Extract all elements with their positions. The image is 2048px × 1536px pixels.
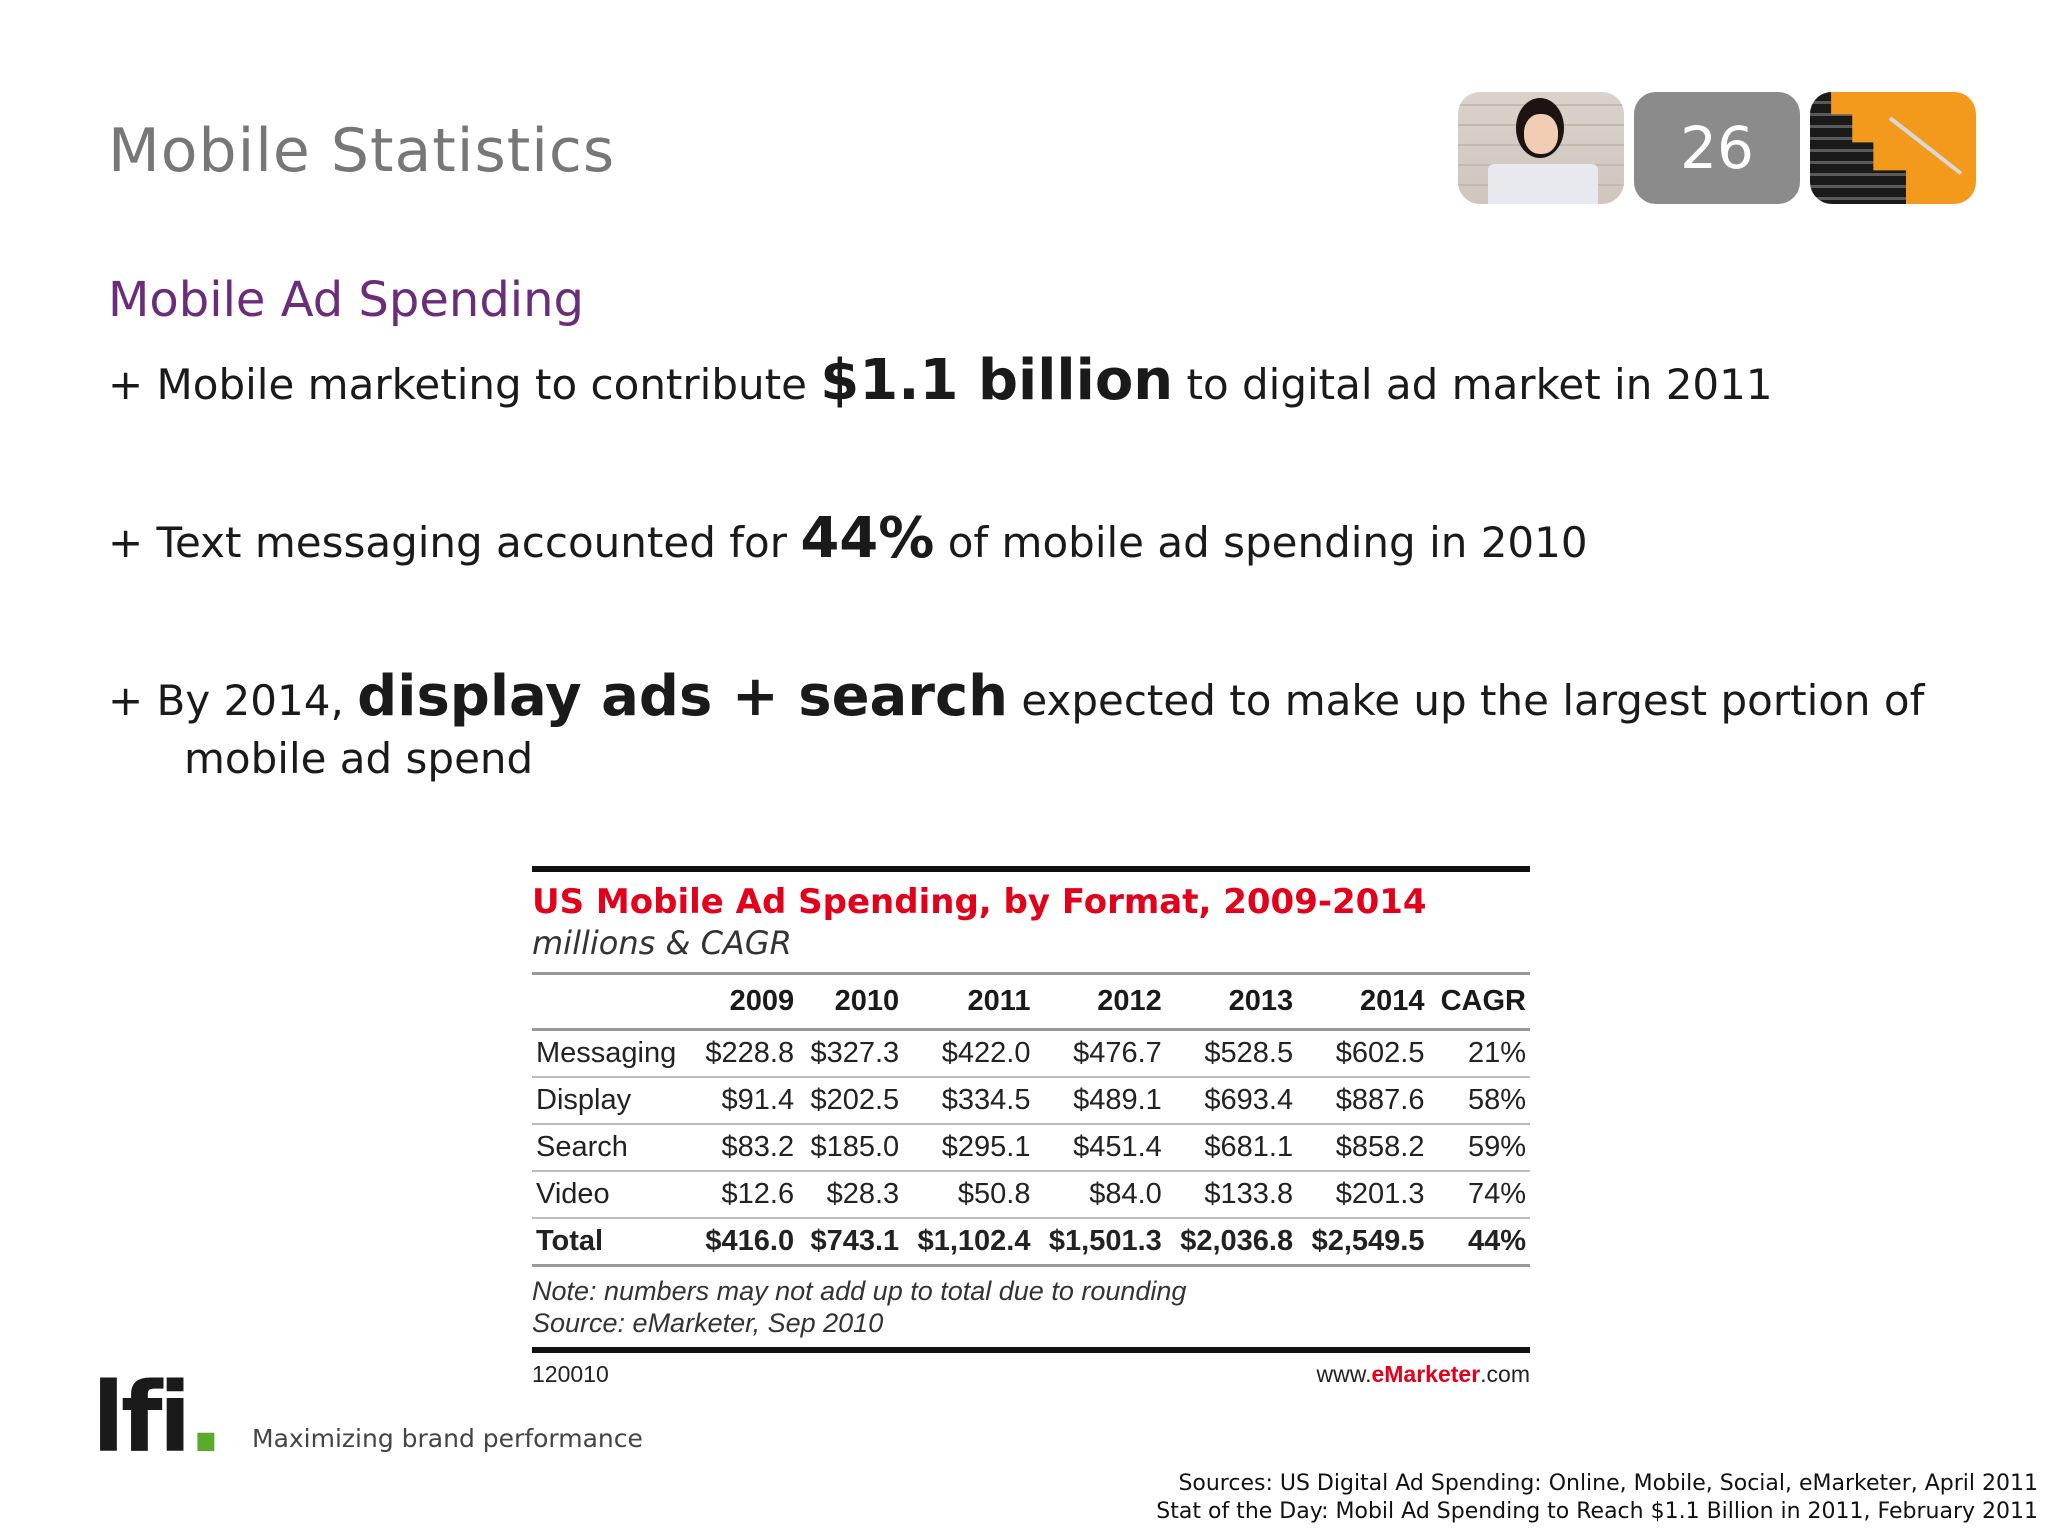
bullet-item: + By 2014, display ads + search expected… bbox=[108, 668, 1924, 788]
data-table: 2009 2010 2011 2012 2013 2014 CAGR Messa… bbox=[532, 972, 1530, 1267]
table-cell: $202.5 bbox=[798, 1077, 904, 1125]
woman-with-laptop-image bbox=[1458, 92, 1624, 204]
column-header: 2009 bbox=[693, 972, 799, 1031]
table-cell: $693.4 bbox=[1165, 1077, 1298, 1125]
table-cell: $133.8 bbox=[1165, 1171, 1298, 1219]
lfi-logo: lfi. bbox=[92, 1362, 225, 1474]
bullet-text: expected to make up the largest portion … bbox=[1008, 676, 1925, 725]
column-header: 2013 bbox=[1165, 972, 1298, 1031]
table-cell: $185.0 bbox=[798, 1124, 904, 1172]
table-top-rule bbox=[532, 866, 1530, 872]
bullet-item: + Mobile marketing to contribute $1.1 bi… bbox=[108, 352, 1773, 414]
table-cell: $228.8 bbox=[693, 1029, 799, 1078]
table-cell: $476.7 bbox=[1034, 1029, 1166, 1078]
site-suffix: .com bbox=[1480, 1361, 1530, 1387]
table-cell: $2,036.8 bbox=[1165, 1218, 1298, 1267]
table-cell: $334.5 bbox=[903, 1077, 1035, 1125]
table-cell: $12.6 bbox=[693, 1171, 799, 1219]
table-note-text: Note: numbers may not add up to total du… bbox=[532, 1276, 1187, 1306]
site-brand: eMarketer bbox=[1371, 1361, 1481, 1387]
logo-dot: . bbox=[187, 1362, 225, 1474]
table-row: Video $12.6 $28.3 $50.8 $84.0 $133.8 $20… bbox=[532, 1171, 1530, 1219]
table-cell: $2,549.5 bbox=[1297, 1218, 1429, 1267]
bullet-highlight: 44% bbox=[800, 506, 935, 571]
table-cell: 74% bbox=[1428, 1171, 1530, 1219]
table-cell: Video bbox=[532, 1171, 694, 1219]
emarketer-site: www.eMarketer.com bbox=[1317, 1361, 1530, 1388]
table-cell: 44% bbox=[1428, 1218, 1530, 1267]
table-cell: 21% bbox=[1428, 1029, 1530, 1078]
column-header bbox=[532, 972, 694, 1031]
table-row: Search $83.2 $185.0 $295.1 $451.4 $681.1… bbox=[532, 1124, 1530, 1172]
bullet-text: + By 2014, bbox=[108, 676, 358, 725]
table-cell: 58% bbox=[1428, 1077, 1530, 1125]
table-cell: $887.6 bbox=[1297, 1077, 1429, 1125]
table-cell: $201.3 bbox=[1297, 1171, 1429, 1219]
table-cell: $743.1 bbox=[798, 1218, 904, 1267]
table-cell: 59% bbox=[1428, 1124, 1530, 1172]
bullet-highlight: $1.1 billion bbox=[820, 348, 1174, 413]
section-subtitle: Mobile Ad Spending bbox=[108, 272, 585, 328]
table-cell: $295.1 bbox=[903, 1124, 1035, 1172]
table-bottom-rule bbox=[532, 1347, 1530, 1353]
table-cell: $83.2 bbox=[693, 1124, 799, 1172]
bullet-text: + Mobile marketing to contribute bbox=[108, 360, 821, 409]
table-total-row: Total $416.0 $743.1 $1,102.4 $1,501.3 $2… bbox=[532, 1218, 1530, 1267]
bullet-text: + Text messaging accounted for bbox=[108, 518, 801, 567]
column-header: 2014 bbox=[1297, 972, 1429, 1031]
bullet-highlight: display ads + search bbox=[357, 664, 1009, 729]
bullet-text: of mobile ad spending in 2010 bbox=[934, 518, 1588, 567]
page-title: Mobile Statistics bbox=[108, 116, 616, 186]
brand-tagline: Maximizing brand performance bbox=[252, 1424, 643, 1453]
slide-number-badge: 26 bbox=[1634, 92, 1800, 204]
table-subtitle: millions & CAGR bbox=[532, 924, 792, 962]
column-header: 2010 bbox=[798, 972, 904, 1031]
table-cell: $327.3 bbox=[798, 1029, 904, 1078]
table-cell: $489.1 bbox=[1034, 1077, 1166, 1125]
table-cell: $451.4 bbox=[1034, 1124, 1166, 1172]
table-note: Note: numbers may not add up to total du… bbox=[532, 1275, 1530, 1339]
table-row: Messaging $228.8 $327.3 $422.0 $476.7 $5… bbox=[532, 1029, 1530, 1078]
table-cell: $91.4 bbox=[693, 1077, 799, 1125]
table-row: Display $91.4 $202.5 $334.5 $489.1 $693.… bbox=[532, 1077, 1530, 1125]
table-cell: Messaging bbox=[532, 1029, 694, 1078]
table-title: US Mobile Ad Spending, by Format, 2009-2… bbox=[532, 882, 1427, 922]
table-source-text: Source: eMarketer, Sep 2010 bbox=[532, 1308, 884, 1338]
bullet-continuation: mobile ad spend bbox=[184, 734, 534, 783]
source-line: Stat of the Day: Mobil Ad Spending to Re… bbox=[1156, 1499, 2038, 1524]
column-header: 2012 bbox=[1034, 972, 1166, 1031]
table-header-row: 2009 2010 2011 2012 2013 2014 CAGR bbox=[532, 972, 1530, 1031]
table-cell: $50.8 bbox=[903, 1171, 1035, 1219]
table-footer: 120010 www.eMarketer.com bbox=[532, 1361, 1530, 1388]
table-cell: Total bbox=[532, 1218, 694, 1267]
ad-spending-table: US Mobile Ad Spending, by Format, 2009-2… bbox=[532, 866, 1530, 1388]
header-image-strip: 26 bbox=[1458, 92, 1976, 204]
table-cell: Search bbox=[532, 1124, 694, 1172]
source-line: Sources: US Digital Ad Spending: Online,… bbox=[1178, 1471, 2038, 1496]
table-cell: $1,102.4 bbox=[903, 1218, 1035, 1267]
table-cell: $416.0 bbox=[693, 1218, 799, 1267]
table-cell: $422.0 bbox=[903, 1029, 1035, 1078]
table-cell: $28.3 bbox=[798, 1171, 904, 1219]
table-cell: $1,501.3 bbox=[1034, 1218, 1166, 1267]
bullet-text: to digital ad market in 2011 bbox=[1173, 360, 1773, 409]
table-cell: $681.1 bbox=[1165, 1124, 1298, 1172]
sources-citation: Sources: US Digital Ad Spending: Online,… bbox=[1156, 1470, 2038, 1526]
site-prefix: www. bbox=[1316, 1361, 1372, 1387]
column-header: CAGR bbox=[1428, 972, 1530, 1031]
stairs-image bbox=[1810, 92, 1976, 204]
table-cell: Display bbox=[532, 1077, 694, 1125]
logo-text: lfi bbox=[92, 1362, 192, 1474]
column-header: 2011 bbox=[903, 972, 1035, 1031]
table-cell: $602.5 bbox=[1297, 1029, 1429, 1078]
bullet-item: + Text messaging accounted for 44% of mo… bbox=[108, 510, 1588, 572]
table-cell: $528.5 bbox=[1165, 1029, 1298, 1078]
table-code: 120010 bbox=[532, 1361, 609, 1387]
table-cell: $84.0 bbox=[1034, 1171, 1166, 1219]
table-cell: $858.2 bbox=[1297, 1124, 1429, 1172]
